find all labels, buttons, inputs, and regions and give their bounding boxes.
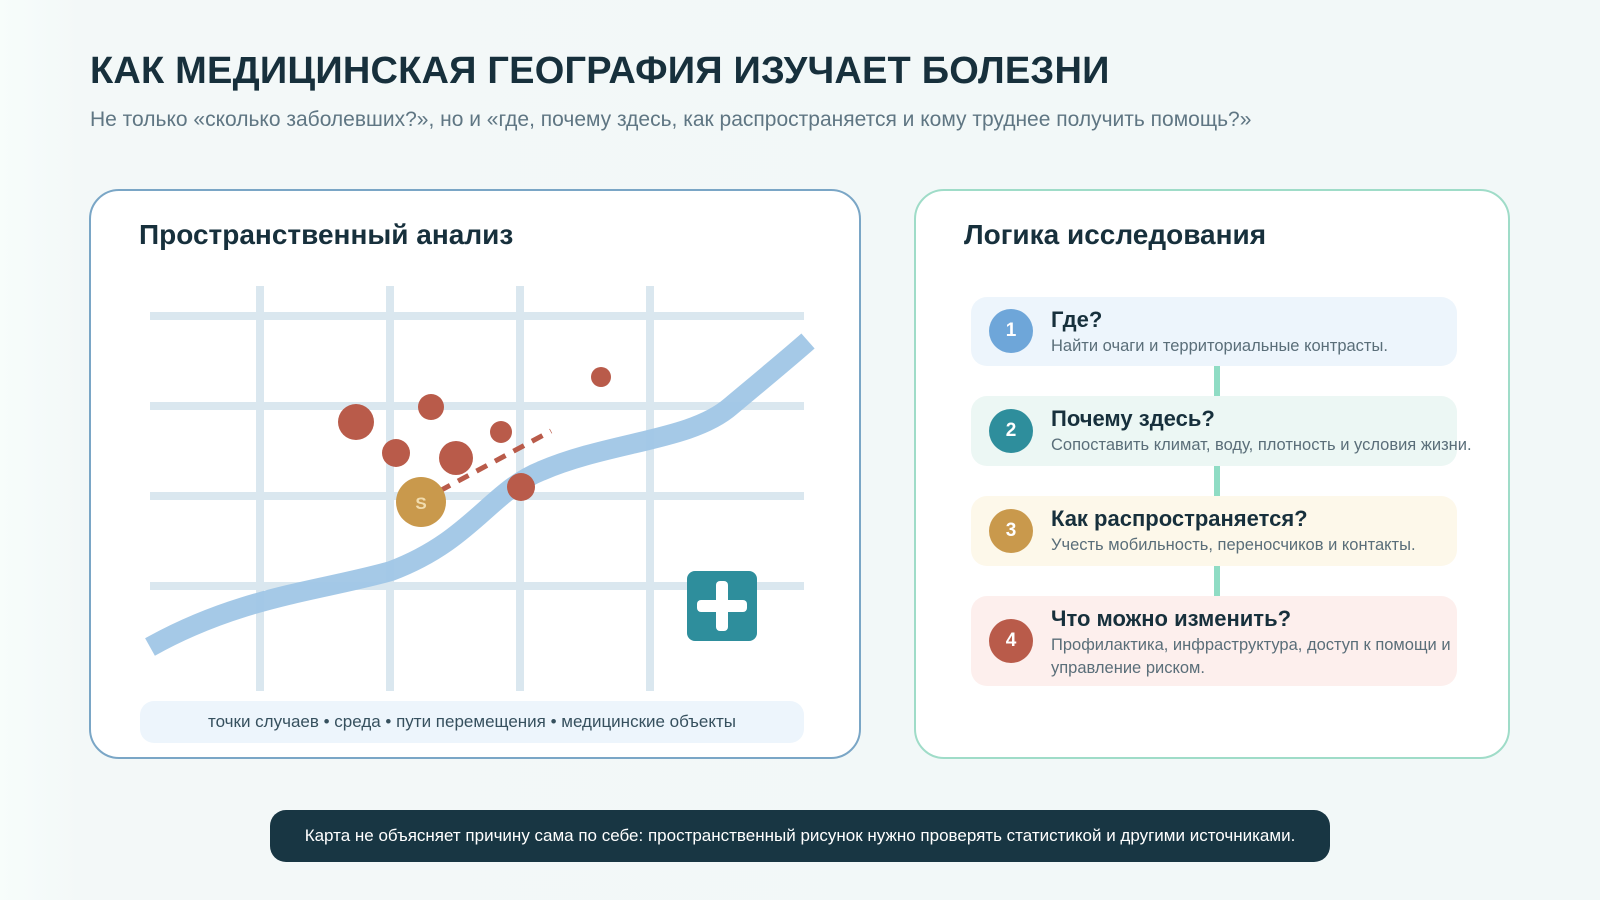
page-title: КАК МЕДИЦИНСКАЯ ГЕОГРАФИЯ ИЗУЧАЕТ БОЛЕЗН… (90, 50, 1110, 92)
step-connector (1214, 566, 1220, 596)
research-logic-card: Логика исследования 1 Где? Найти очаги и… (914, 189, 1510, 759)
step-description: Профилактика, инфраструктура, доступ к п… (1051, 636, 1451, 677)
map-legend: точки случаев • среда • пути перемещения… (140, 701, 804, 743)
step-title: Как распространяется? (1051, 506, 1308, 531)
step-title: Что можно изменить? (1051, 606, 1292, 631)
case-point (439, 441, 473, 475)
case-point (338, 404, 374, 440)
source-point (396, 477, 446, 527)
spread-path (419, 428, 553, 504)
spatial-map: S (145, 286, 815, 691)
step-number-badge: 2 (989, 409, 1033, 453)
step-number-badge: 4 (989, 619, 1033, 663)
footer-note: Карта не объясняет причину сама по себе:… (270, 810, 1330, 862)
case-point (382, 439, 410, 467)
step-number-badge: 3 (989, 509, 1033, 553)
spatial-analysis-title: Пространственный анализ (139, 219, 514, 250)
step-connector (1214, 466, 1220, 496)
step-item-where: 1 Где? Найти очаги и территориальные кон… (971, 297, 1457, 366)
case-point (490, 421, 512, 443)
map-grid (150, 286, 804, 691)
step-title: Почему здесь? (1051, 406, 1215, 431)
step-title: Где? (1051, 307, 1103, 332)
case-points (338, 367, 611, 501)
step-connector (1214, 366, 1220, 396)
research-logic-title: Логика исследования (964, 219, 1267, 250)
case-point (591, 367, 611, 387)
spatial-analysis-card: Пространственный анализ S (89, 189, 861, 759)
step-item-why-here: 2 Почему здесь? Сопоставить климат, воду… (971, 396, 1472, 466)
case-point (418, 394, 444, 420)
page-subtitle: Не только «сколько заболевших?», но и «г… (90, 108, 1252, 131)
medical-facility-icon (687, 571, 757, 641)
step-number-badge: 1 (989, 309, 1033, 353)
step-description: Сопоставить климат, воду, плотность и ус… (1051, 436, 1472, 454)
case-point (507, 473, 535, 501)
source-label: S (415, 494, 426, 513)
step-description: Найти очаги и территориальные контрасты. (1051, 337, 1388, 355)
step-description: Учесть мобильность, переносчиков и конта… (1051, 536, 1416, 554)
step-item-how-spreads: 3 Как распространяется? Учесть мобильнос… (971, 496, 1457, 566)
step-item-what-change: 4 Что можно изменить? Профилактика, инфр… (971, 596, 1457, 686)
